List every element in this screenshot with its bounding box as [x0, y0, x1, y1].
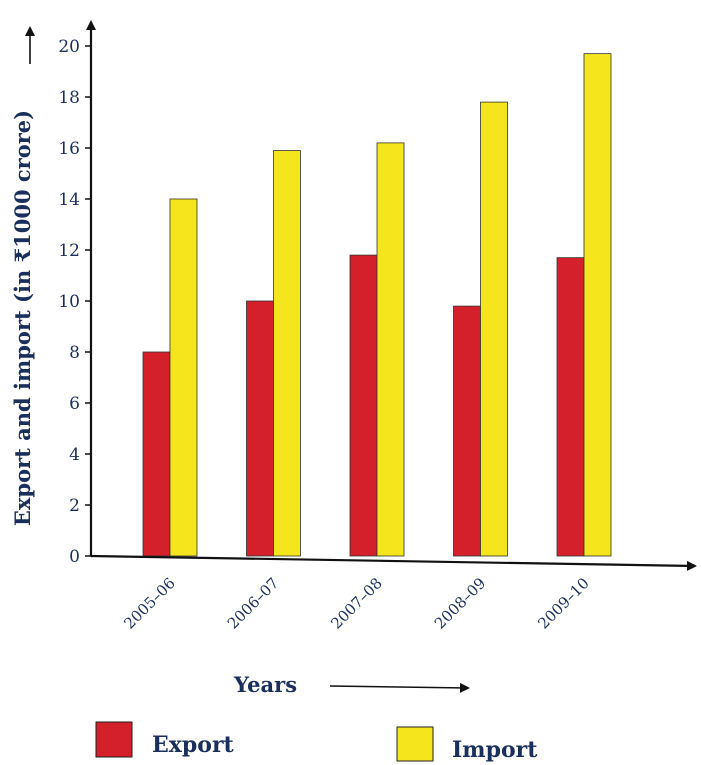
y-tick-label: 2 — [69, 496, 80, 516]
y-ticks-group: 0 2 4 6 8 10 12 14 16 18 20 — [58, 37, 91, 567]
legend-swatch-import — [396, 726, 434, 762]
bar-import-1 — [169, 198, 198, 557]
x-axis-line — [90, 554, 697, 571]
bar-import-4 — [480, 101, 508, 557]
y-tick-label: 8 — [69, 343, 80, 363]
y-tick-label: 14 — [58, 190, 80, 210]
legend-label-export: Export — [152, 732, 235, 758]
bar-import-5 — [583, 53, 612, 557]
legend-swatch-export — [95, 721, 133, 758]
bar-import-2 — [273, 150, 301, 557]
y-tick-label: 4 — [69, 445, 80, 465]
y-tick-label: 20 — [58, 37, 80, 57]
y-tick-label: 0 — [69, 547, 80, 567]
legend-label-import: Import — [452, 737, 538, 763]
y-tick-label: 12 — [58, 241, 80, 261]
y-axis-title: Export and import (in ₹1000 crore) — [10, 110, 35, 526]
bar-export-4 — [453, 305, 481, 557]
x-tick-label: 2009–10 — [534, 574, 593, 633]
bars-group — [142, 53, 612, 557]
x-tick-label: 2008–09 — [431, 574, 490, 633]
y-tick-label: 10 — [58, 292, 80, 312]
bar-import-3 — [376, 142, 405, 557]
x-tick-label: 2006–07 — [224, 574, 283, 633]
x-tick-label: 2007–08 — [327, 574, 386, 633]
bar-export-3 — [349, 254, 378, 557]
bar-export-1 — [142, 351, 171, 557]
x-ticks-group: 2005–06 2006–07 2007–08 2008–09 2009–10 — [120, 574, 593, 633]
x-axis-title-arrow — [329, 682, 470, 693]
y-tick-label: 16 — [58, 139, 80, 159]
bar-export-2 — [246, 300, 274, 557]
x-axis-title: Years — [233, 672, 297, 697]
y-tick-label: 6 — [69, 394, 80, 414]
bar-export-5 — [556, 257, 585, 557]
x-tick-label: 2005–06 — [120, 574, 179, 633]
y-tick-label: 18 — [58, 88, 80, 108]
